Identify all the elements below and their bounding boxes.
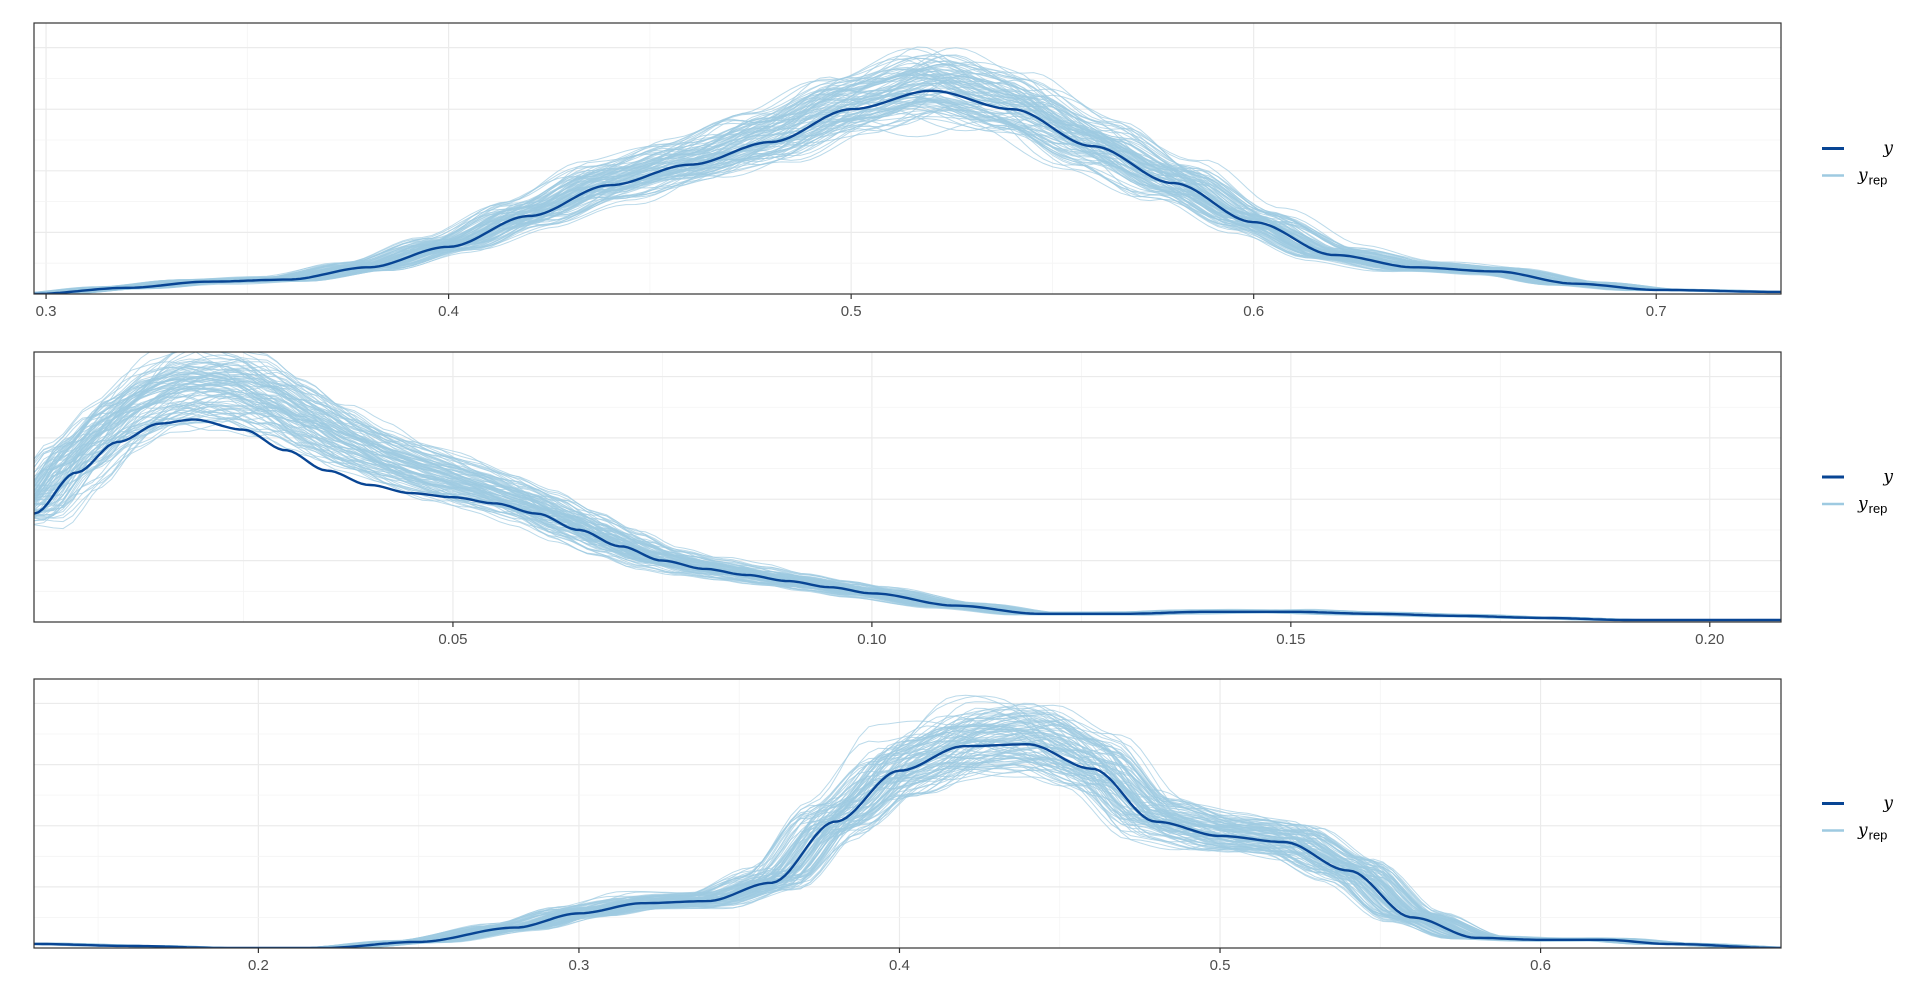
x-tick-label: 0.2 bbox=[248, 957, 269, 974]
legend-label-y: y bbox=[1882, 139, 1893, 159]
observed-y-line bbox=[34, 742, 1781, 948]
x-tick-label: 0.4 bbox=[889, 957, 910, 974]
yrep-draw-line bbox=[34, 70, 1781, 294]
legend-label-y: y bbox=[1882, 467, 1893, 487]
yrep-draw-line bbox=[34, 352, 1781, 621]
x-tick-label: 0.5 bbox=[841, 303, 862, 320]
x-tick-label: 0.7 bbox=[1646, 303, 1667, 320]
x-tick-label: 0.10 bbox=[857, 631, 886, 648]
panel-border bbox=[33, 351, 1782, 623]
x-tick-label: 0.20 bbox=[1695, 631, 1724, 648]
x-tick-label: 0.05 bbox=[438, 631, 467, 648]
observed-y-line bbox=[34, 89, 1781, 294]
yrep-draw-line bbox=[34, 712, 1781, 948]
observed-y-line bbox=[34, 418, 1781, 622]
yrep-draw-line bbox=[34, 46, 1781, 294]
yrep-draw-line bbox=[34, 97, 1781, 294]
yrep-draw-line bbox=[34, 757, 1781, 948]
x-tick-label: 0.4 bbox=[438, 303, 459, 320]
x-tick-label: 0.15 bbox=[1276, 631, 1305, 648]
x-tick-label: 0.3 bbox=[36, 303, 57, 320]
x-tick-label: 0.6 bbox=[1243, 303, 1264, 320]
x-tick-label: 0.5 bbox=[1210, 957, 1231, 974]
panel-grid bbox=[34, 23, 1781, 294]
panel-border bbox=[33, 22, 1782, 295]
panel-border bbox=[33, 678, 1782, 949]
yrep-draw-line bbox=[34, 103, 1781, 294]
x-tick-label: 0.6 bbox=[1530, 957, 1551, 974]
x-tick-label: 0.3 bbox=[569, 957, 590, 974]
legend-label-y: y bbox=[1882, 794, 1893, 814]
